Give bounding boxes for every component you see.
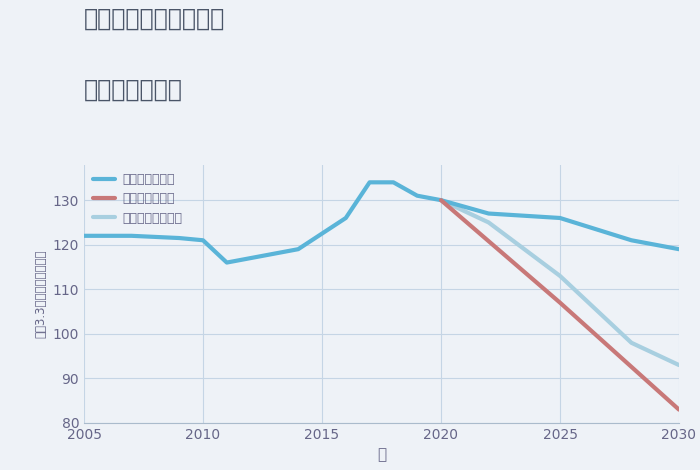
グッドシナリオ	[413, 193, 421, 198]
グッドシナリオ	[270, 251, 279, 257]
Text: 土地の価格推移: 土地の価格推移	[84, 78, 183, 102]
グッドシナリオ	[365, 180, 374, 185]
グッドシナリオ	[389, 180, 398, 185]
ノーマルシナリオ	[484, 219, 493, 225]
Legend: グッドシナリオ, バッドシナリオ, ノーマルシナリオ: グッドシナリオ, バッドシナリオ, ノーマルシナリオ	[90, 171, 186, 227]
グッドシナリオ	[627, 237, 636, 243]
ノーマルシナリオ	[437, 197, 445, 203]
グッドシナリオ	[342, 215, 350, 221]
ノーマルシナリオ	[556, 273, 564, 279]
グッドシナリオ	[223, 260, 231, 266]
グッドシナリオ	[437, 197, 445, 203]
グッドシナリオ	[556, 215, 564, 221]
バッドシナリオ	[556, 300, 564, 306]
グッドシナリオ	[175, 235, 183, 241]
グッドシナリオ	[80, 233, 88, 239]
Line: ノーマルシナリオ: ノーマルシナリオ	[441, 200, 679, 365]
Line: バッドシナリオ: バッドシナリオ	[441, 200, 679, 410]
グッドシナリオ	[199, 237, 207, 243]
Y-axis label: 坪（3.3㎡）単価（万円）: 坪（3.3㎡）単価（万円）	[34, 250, 47, 338]
グッドシナリオ	[127, 233, 136, 239]
バッドシナリオ	[437, 197, 445, 203]
Text: 兵庫県西宮市門戸荘の: 兵庫県西宮市門戸荘の	[84, 7, 225, 31]
グッドシナリオ	[294, 246, 302, 252]
X-axis label: 年: 年	[377, 447, 386, 462]
バッドシナリオ	[675, 407, 683, 413]
ノーマルシナリオ	[627, 340, 636, 345]
ノーマルシナリオ	[675, 362, 683, 368]
グッドシナリオ	[484, 211, 493, 216]
Line: グッドシナリオ: グッドシナリオ	[84, 182, 679, 263]
グッドシナリオ	[675, 246, 683, 252]
